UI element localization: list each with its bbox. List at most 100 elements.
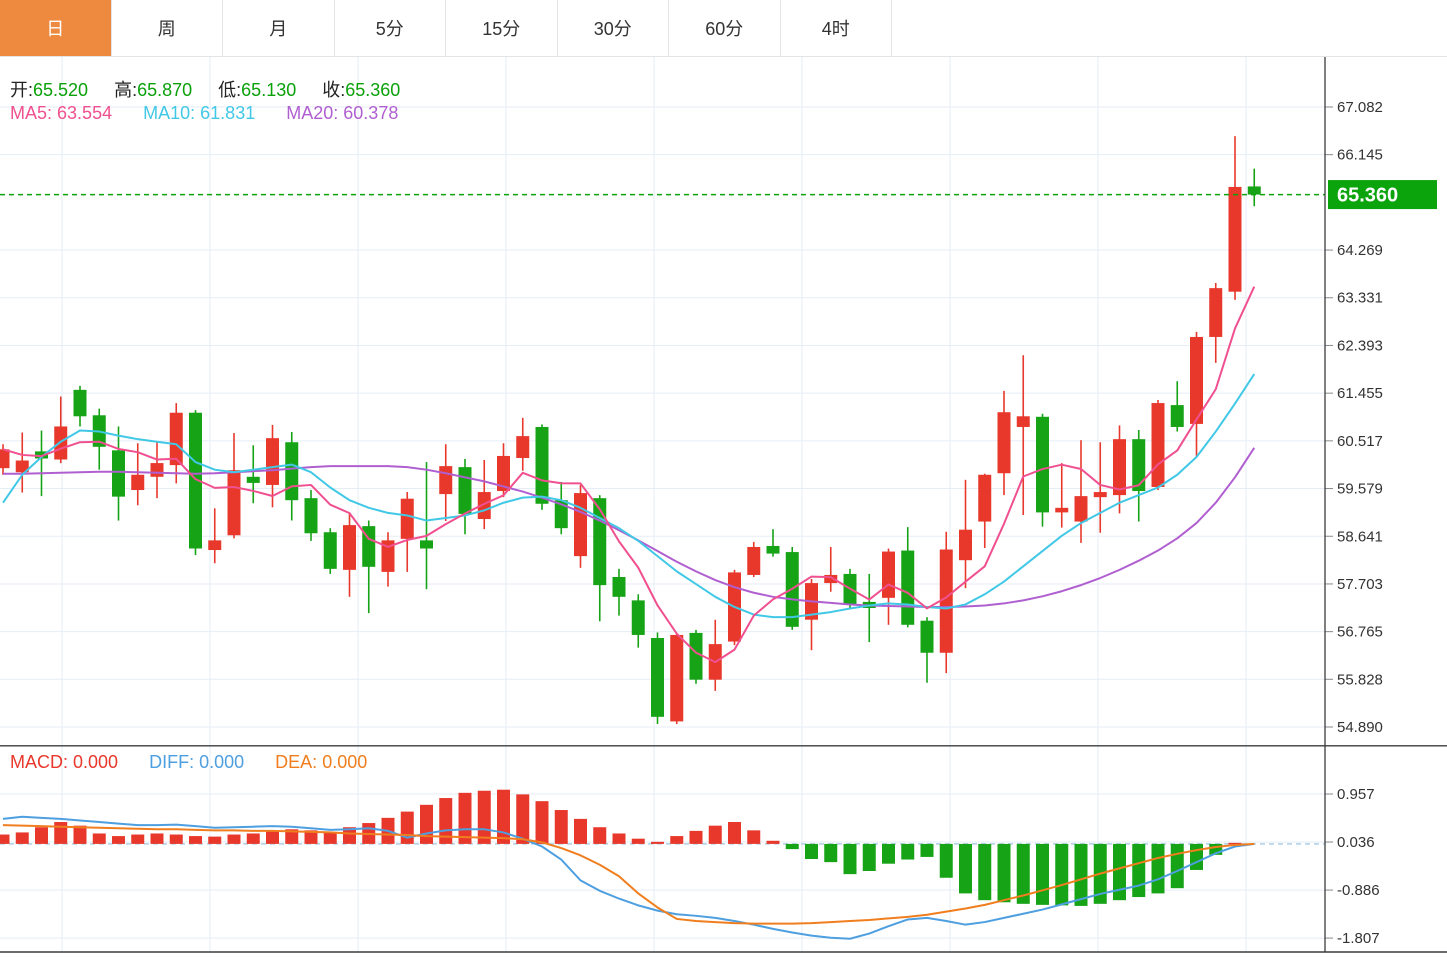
candle-body[interactable]	[997, 412, 1011, 474]
candle-body[interactable]	[1093, 492, 1107, 498]
macd-bar[interactable]	[978, 843, 992, 901]
macd-bar[interactable]	[997, 843, 1011, 903]
macd-bar[interactable]	[246, 833, 260, 844]
candle-body[interactable]	[689, 632, 703, 680]
macd-bar[interactable]	[843, 843, 857, 875]
candle-body[interactable]	[535, 426, 549, 504]
macd-bar[interactable]	[631, 838, 645, 844]
macd-bar[interactable]	[824, 843, 838, 863]
candle-body[interactable]	[593, 498, 607, 586]
macd-bar[interactable]	[805, 843, 818, 860]
candle-body[interactable]	[169, 412, 183, 466]
candle-body[interactable]	[766, 545, 780, 554]
macd-bar[interactable]	[131, 834, 145, 844]
macd-bar[interactable]	[439, 798, 453, 844]
candle-body[interactable]	[112, 450, 125, 497]
macd-bar[interactable]	[708, 825, 722, 844]
macd-bar[interactable]	[343, 827, 356, 844]
macd-bar[interactable]	[554, 810, 568, 844]
candle-body[interactable]	[824, 574, 838, 584]
macd-bar[interactable]	[1228, 842, 1242, 845]
macd-bar[interactable]	[612, 833, 626, 844]
candle-body[interactable]	[1113, 439, 1126, 496]
candle-body[interactable]	[477, 492, 491, 520]
candle-body[interactable]	[150, 463, 164, 477]
tab-4时[interactable]: 4时	[781, 0, 892, 56]
macd-bar[interactable]	[208, 836, 222, 844]
candle-body[interactable]	[208, 540, 222, 551]
macd-bar[interactable]	[0, 834, 10, 844]
macd-bar[interactable]	[785, 843, 799, 850]
macd-bar[interactable]	[535, 801, 549, 844]
macd-chart[interactable]: 0.957 0.036 -0.886 -1.807	[0, 745, 1447, 958]
candle-body[interactable]	[1209, 288, 1223, 337]
macd-bar[interactable]	[1209, 843, 1223, 855]
macd-bar[interactable]	[112, 836, 125, 844]
macd-bar[interactable]	[728, 822, 741, 844]
candle-body[interactable]	[381, 540, 395, 572]
candle-body[interactable]	[439, 466, 453, 495]
macd-bar[interactable]	[689, 830, 703, 844]
macd-bar[interactable]	[304, 830, 318, 844]
candle-body[interactable]	[400, 498, 414, 539]
candle-body[interactable]	[1228, 186, 1242, 292]
macd-bar[interactable]	[400, 811, 414, 844]
macd-bar[interactable]	[593, 827, 607, 844]
candle-body[interactable]	[939, 549, 953, 653]
candle-body[interactable]	[497, 455, 510, 492]
macd-bar[interactable]	[1016, 843, 1030, 904]
macd-bar[interactable]	[35, 827, 48, 844]
macd-bar[interactable]	[497, 789, 510, 844]
macd-bar[interactable]	[477, 790, 491, 844]
macd-bar[interactable]	[651, 841, 664, 844]
macd-bar[interactable]	[516, 794, 530, 844]
macd-bar[interactable]	[1170, 843, 1184, 889]
macd-bar[interactable]	[169, 834, 183, 844]
candle-body[interactable]	[651, 638, 664, 717]
candle-body[interactable]	[304, 498, 318, 534]
candle-body[interactable]	[15, 460, 29, 473]
candle-body[interactable]	[131, 474, 145, 491]
candlestick-chart[interactable]: 67.082 66.145 64.269 63.331 62.393 61.455 60.5…	[0, 57, 1447, 745]
macd-bar[interactable]	[1074, 843, 1088, 906]
candle-body[interactable]	[35, 451, 48, 459]
macd-bar[interactable]	[1132, 843, 1146, 898]
macd-bar[interactable]	[227, 834, 241, 844]
tab-15分[interactable]: 15分	[446, 0, 558, 56]
candle-body[interactable]	[1170, 405, 1184, 427]
candle-body[interactable]	[1036, 416, 1049, 513]
macd-bar[interactable]	[1151, 843, 1165, 894]
candle-body[interactable]	[959, 529, 972, 561]
candle-body[interactable]	[458, 467, 472, 514]
candle-body[interactable]	[554, 500, 568, 529]
macd-bar[interactable]	[901, 843, 915, 860]
candle-body[interactable]	[920, 620, 934, 653]
macd-bar[interactable]	[15, 832, 29, 844]
tab-日[interactable]: 日	[0, 0, 112, 56]
candle-body[interactable]	[574, 493, 587, 557]
candle-body[interactable]	[1074, 496, 1088, 522]
macd-bar[interactable]	[420, 804, 433, 844]
macd-bar[interactable]	[1036, 843, 1049, 905]
macd-bar[interactable]	[959, 843, 972, 894]
macd-bar[interactable]	[920, 843, 934, 857]
macd-bar[interactable]	[458, 792, 472, 844]
candle-body[interactable]	[1151, 403, 1165, 487]
candle-body[interactable]	[323, 532, 337, 569]
macd-bar[interactable]	[670, 836, 684, 844]
candle-body[interactable]	[612, 576, 626, 597]
tab-月[interactable]: 月	[223, 0, 335, 56]
tab-周[interactable]: 周	[112, 0, 223, 56]
macd-bar[interactable]	[862, 843, 876, 871]
macd-bar[interactable]	[323, 832, 337, 844]
macd-bar[interactable]	[285, 829, 299, 844]
macd-bar[interactable]	[1190, 843, 1203, 870]
macd-bar[interactable]	[747, 830, 761, 844]
candle-body[interactable]	[1132, 439, 1146, 492]
candle-body[interactable]	[285, 442, 299, 501]
tab-60分[interactable]: 60分	[669, 0, 781, 56]
macd-bar[interactable]	[54, 822, 68, 844]
macd-bar[interactable]	[92, 833, 106, 844]
candle-body[interactable]	[266, 438, 279, 485]
macd-bar[interactable]	[766, 840, 780, 844]
